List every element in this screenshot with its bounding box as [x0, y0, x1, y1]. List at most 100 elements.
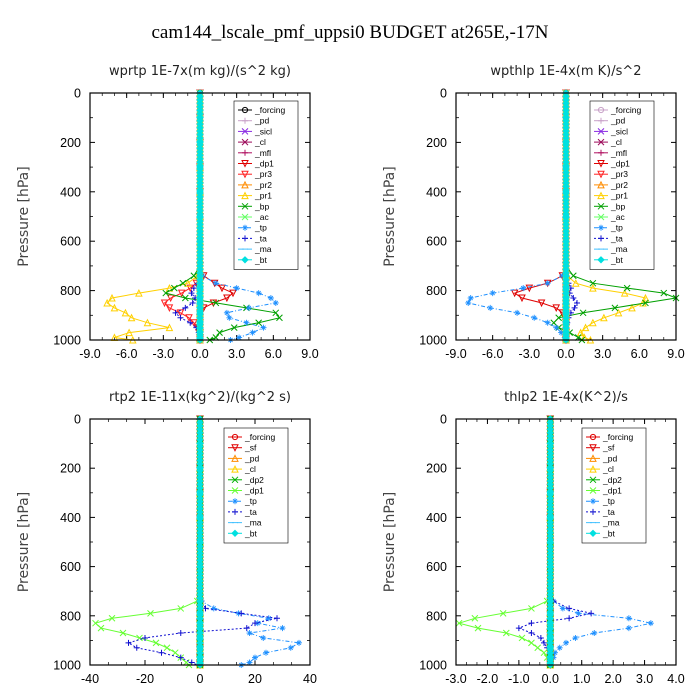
x-tick-label: 6.0 — [631, 347, 648, 361]
series-group — [465, 88, 680, 345]
data-point — [245, 304, 252, 311]
data-point — [588, 610, 595, 617]
data-point — [272, 299, 279, 306]
legend-label: _pr1 — [610, 191, 628, 201]
data-point — [272, 309, 280, 317]
legend: _forcing_sf_pd_cl_dp2_dp1_tp_ta_ma_bt — [223, 427, 289, 544]
legend-label: _bt — [244, 528, 257, 538]
data-point — [510, 289, 519, 298]
series-markers — [562, 89, 570, 344]
data-point — [625, 615, 632, 622]
legend-label: _cl — [602, 464, 614, 474]
legend-label: _bt — [602, 528, 615, 538]
legend-label: _pd — [244, 453, 259, 463]
legend-label: _cl — [610, 137, 622, 147]
data-point — [216, 329, 223, 336]
series-markers — [510, 89, 570, 345]
panel-2: wpthlp 1E-4x(m K)/s^2 Pressure [hPa] 0 200 4… — [382, 64, 685, 361]
data-point — [569, 272, 577, 280]
data-point — [182, 304, 189, 311]
legend-label: _sicl — [610, 126, 628, 136]
panel-4: thlp2 1E-4x(K^2)/s Pressure [hPa] 0 200 400 6… — [382, 390, 685, 686]
data-point — [572, 634, 579, 641]
y-axis-label: Pressure [hPa] — [382, 166, 398, 266]
x-tick-label: 0.0 — [542, 672, 559, 686]
data-point — [574, 299, 580, 306]
legend-label: _dp1 — [610, 159, 630, 169]
y-tick-label: 600 — [60, 235, 81, 249]
data-point — [212, 299, 220, 307]
series-markers — [455, 415, 554, 669]
data-point — [499, 609, 507, 617]
data-point — [558, 329, 565, 336]
data-point — [660, 289, 668, 297]
series-line — [199, 93, 277, 341]
x-axis: -3.0 -2.0 -1.0 0.0 1.0 2.0 3.0 4.0 — [445, 419, 685, 686]
series-line — [549, 419, 652, 665]
data-point — [531, 314, 538, 321]
x-tick-label: -3.0 — [445, 672, 467, 686]
data-point — [265, 615, 272, 622]
panel-1: wprtp 1E-7x(m kg)/(s^2 kg) Pressure [hPa]… — [16, 64, 319, 361]
figure-title: cam144_lscale_pmf_uppsi0 BUDGET at265E,-… — [152, 22, 549, 43]
legend-label: _dp2 — [602, 475, 622, 485]
legend-label: _pr2 — [610, 180, 628, 190]
legend-label: _bp — [254, 201, 269, 211]
legend-marker — [589, 444, 597, 452]
data-point — [589, 279, 597, 287]
data-point — [544, 319, 551, 326]
x-tick-label: 4.0 — [667, 672, 684, 686]
legend-label: _cl — [244, 464, 256, 474]
series-line — [457, 419, 551, 665]
data-point — [589, 318, 597, 327]
data-point — [534, 644, 542, 652]
data-point — [642, 299, 649, 307]
legend-label: _pr3 — [610, 169, 628, 179]
legend-marker — [231, 433, 239, 441]
y-tick-label: 0 — [440, 87, 447, 101]
data-point — [579, 309, 587, 317]
legend-label: _pr2 — [254, 180, 272, 190]
series-markers — [196, 415, 204, 669]
legend-marker — [241, 256, 249, 264]
legend-label: _ac — [254, 212, 269, 222]
legend-marker — [597, 191, 605, 200]
legend-marker — [597, 170, 605, 179]
data-point — [142, 634, 148, 641]
data-point — [177, 605, 185, 612]
data-point — [575, 610, 582, 617]
data-point — [243, 625, 250, 632]
x-tick-label: 3.0 — [636, 672, 653, 686]
legend-label: _ma — [254, 244, 272, 254]
data-point — [625, 625, 632, 632]
x-tick-label: -1.0 — [508, 672, 530, 686]
legend-label: _pd — [602, 453, 617, 463]
data-point — [127, 313, 136, 322]
legend-marker — [241, 191, 249, 200]
legend-marker — [241, 128, 249, 135]
x-tick-label: 3.0 — [594, 347, 611, 361]
legend-marker — [597, 138, 605, 146]
data-point — [260, 634, 267, 641]
x-tick-label: -3.0 — [519, 347, 541, 361]
plot-frame — [89, 92, 311, 341]
data-point — [614, 308, 623, 317]
panel-title: rtp2 1E-11x(kg^2)/(kg^2 s) — [109, 390, 291, 405]
legend-label: _bp — [610, 201, 625, 211]
legend-label: _pr3 — [254, 169, 272, 179]
legend-box — [223, 427, 289, 544]
plot-frame — [455, 418, 677, 666]
legend-marker — [589, 476, 597, 484]
legend-label: _bt — [610, 255, 623, 265]
data-point — [125, 328, 133, 337]
y-tick-label: 200 — [60, 136, 81, 150]
data-point — [188, 290, 195, 297]
legend-marker — [589, 487, 597, 494]
legend-marker — [597, 160, 605, 168]
legend-label: _dp1 — [254, 159, 274, 169]
legend-marker — [241, 106, 249, 114]
legend-marker — [231, 454, 239, 462]
y-tick-label: 400 — [60, 511, 81, 525]
data-point — [92, 619, 99, 627]
